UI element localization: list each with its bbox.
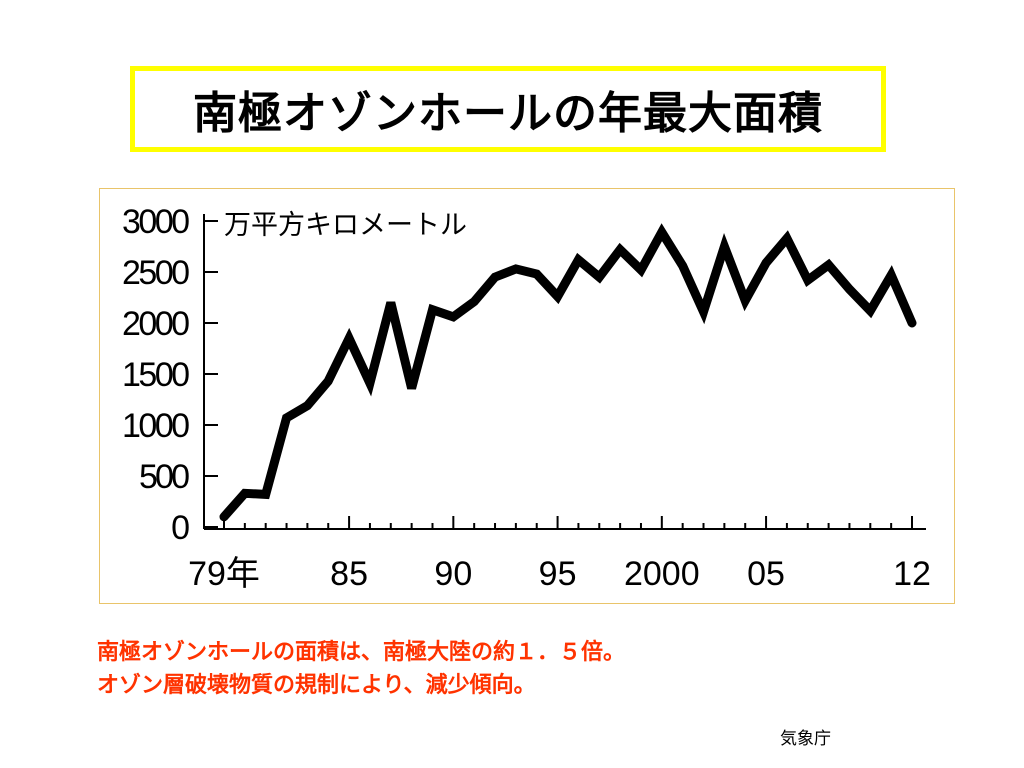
- caption-line-2: オゾン層破壊物質の規制により、減少傾向。: [97, 673, 536, 698]
- y-tick-label: 1000: [122, 407, 190, 445]
- source-label: 気象庁: [780, 729, 831, 749]
- minor-ticks: [223, 516, 913, 529]
- y-tick-label: 500: [139, 458, 190, 496]
- y-unit-label: 万平方キロメートル: [224, 210, 467, 241]
- x-tick-label: 2000: [624, 555, 700, 593]
- y-tick-label: 1500: [122, 356, 190, 394]
- x-tick-label: 90: [434, 555, 472, 593]
- y-ticks: 0 500 1000 1500 2000 2500 3000: [122, 203, 218, 547]
- chart-panel: 万平方キロメートル 0 500 1000 1500 2000 2500 3000 79年 85…: [99, 188, 955, 604]
- y-tick-label: 3000: [122, 203, 190, 241]
- chart: 万平方キロメートル 0 500 1000 1500 2000 2500 3000 79年 85…: [122, 203, 931, 593]
- caption-line-1: 南極オゾンホールの面積は、南極大陸の約１．５倍。: [97, 640, 626, 665]
- y-tick-label: 0: [171, 509, 190, 547]
- x-ticks: 79年 85 90 95 2000 05 12: [188, 555, 931, 593]
- x-tick-label: 79年: [188, 555, 260, 593]
- x-tick-label: 85: [330, 555, 368, 593]
- y-tick-label: 2500: [122, 254, 190, 292]
- x-tick-label: 05: [747, 555, 785, 593]
- x-tick-label: 95: [539, 555, 577, 593]
- x-tick-label: 12: [893, 555, 931, 593]
- series-line: [219, 223, 917, 522]
- y-tick-label: 2000: [122, 305, 190, 343]
- page-title: 南極オゾンホールの年最大面積: [193, 88, 823, 139]
- title-box: 南極オゾンホールの年最大面積: [130, 66, 886, 152]
